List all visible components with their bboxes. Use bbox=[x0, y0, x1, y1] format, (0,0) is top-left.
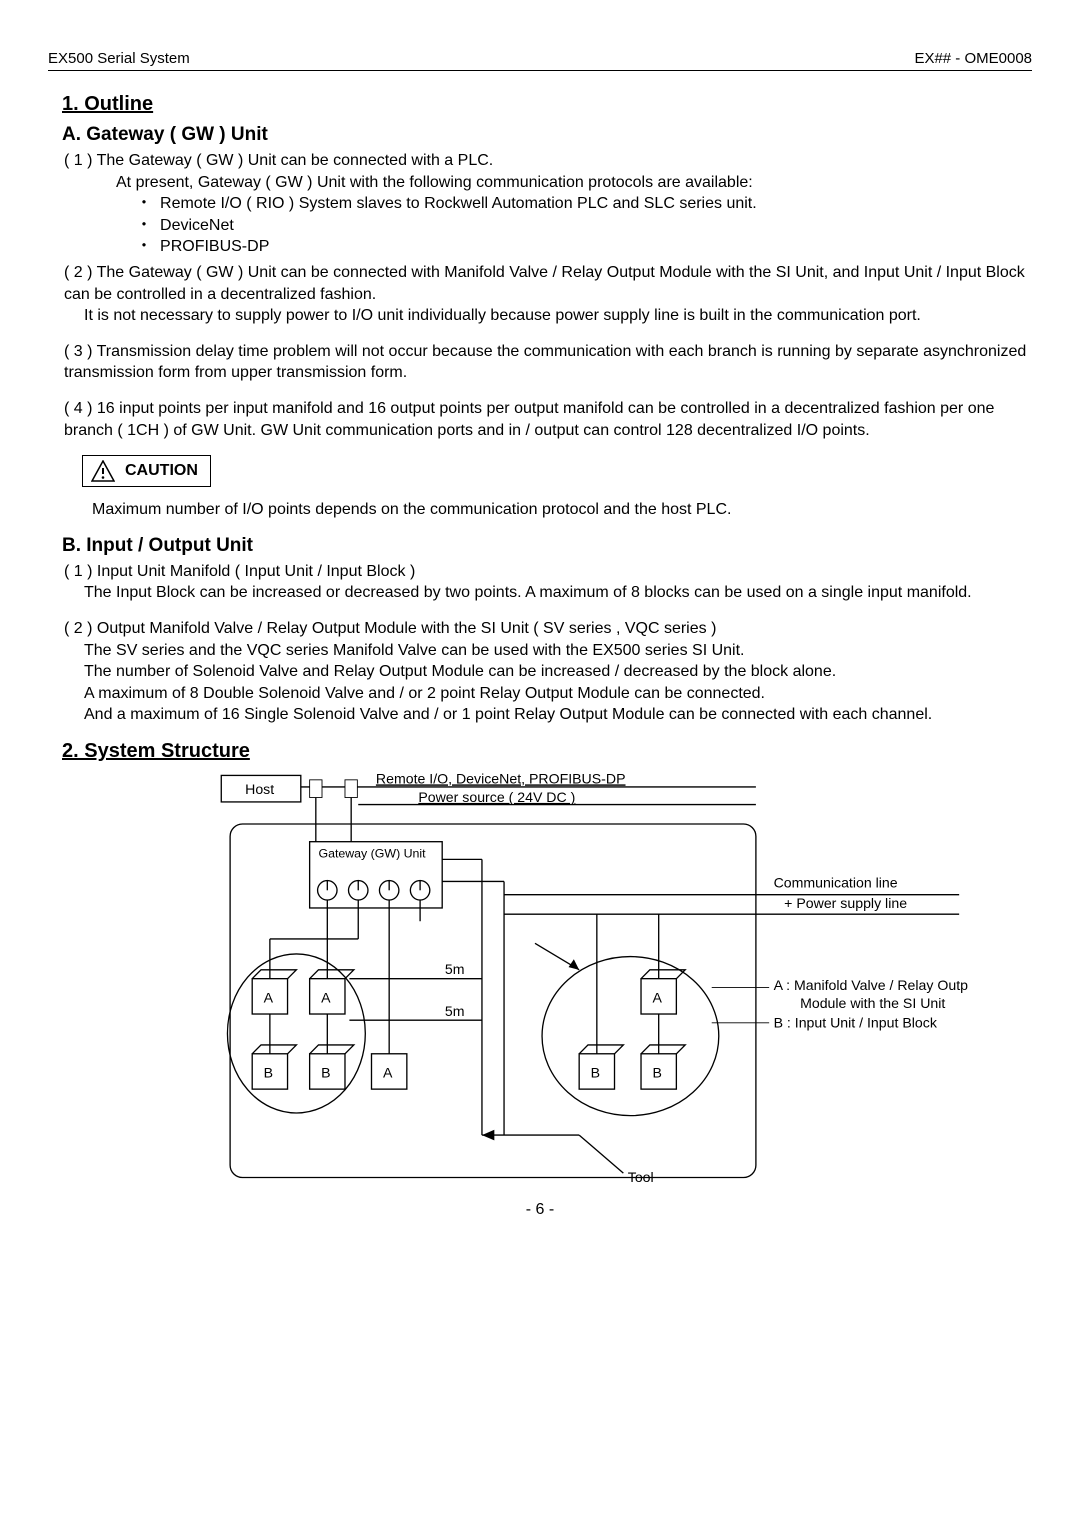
legend-a: A : Manifold Valve / Relay Output bbox=[774, 977, 968, 993]
box-a-label: A bbox=[653, 989, 663, 1005]
a1-b3: PROFIBUS-DP bbox=[160, 236, 269, 258]
power-line-label: + Power supply line bbox=[784, 895, 907, 911]
dist1-label: 5m bbox=[445, 961, 465, 977]
header-right: EX## - OME0008 bbox=[914, 50, 1032, 67]
b1-line1: ( 1 ) Input Unit Manifold ( Input Unit /… bbox=[64, 561, 1032, 583]
b2-block: ( 2 ) Output Manifold Valve / Relay Outp… bbox=[64, 618, 1032, 726]
box-a-label: A bbox=[383, 1065, 393, 1081]
gw-label: Gateway (GW) Unit bbox=[318, 846, 426, 860]
legend-b: B : Input Unit / Input Block bbox=[774, 1014, 938, 1030]
legend-a2: Module with the SI Unit bbox=[800, 995, 945, 1011]
a3: ( 3 ) Transmission delay time problem wi… bbox=[64, 343, 1026, 382]
caution-para: Maximum number of I/O points depends on … bbox=[92, 499, 1032, 521]
subsection-a-title: A. Gateway ( GW ) Unit bbox=[62, 124, 1032, 146]
a4: ( 4 ) 16 input points per input manifold… bbox=[64, 400, 994, 439]
a2b: It is not necessary to supply power to I… bbox=[84, 305, 921, 327]
b2-line3: The number of Solenoid Valve and Relay O… bbox=[84, 661, 1032, 683]
b2-line4: A maximum of 8 Double Solenoid Valve and… bbox=[84, 683, 1032, 705]
box-b-label: B bbox=[321, 1065, 330, 1081]
system-structure-diagram: Remote I/O, DeviceNet, PROFIBUS-DP Power… bbox=[208, 771, 968, 1195]
caution-label: CAUTION bbox=[125, 462, 198, 480]
a3-block: ( 3 ) Transmission delay time problem wi… bbox=[64, 341, 1032, 384]
box-a-label: A bbox=[321, 989, 331, 1005]
bullet-icon: ・ bbox=[136, 236, 152, 258]
box-b-label: B bbox=[653, 1065, 662, 1081]
header-left: EX500 Serial System bbox=[48, 50, 190, 67]
b2-line2: The SV series and the VQC series Manifol… bbox=[84, 640, 1032, 662]
power-label: Power source ( 24V DC ) bbox=[418, 789, 575, 805]
bus-label: Remote I/O, DeviceNet, PROFIBUS-DP bbox=[376, 771, 626, 786]
b1-block: ( 1 ) Input Unit Manifold ( Input Unit /… bbox=[64, 561, 1032, 604]
a4-block: ( 4 ) 16 input points per input manifold… bbox=[64, 398, 1032, 441]
a1-line1: ( 1 ) The Gateway ( GW ) Unit can be con… bbox=[64, 150, 1032, 172]
host-label: Host bbox=[245, 781, 274, 797]
a1-b1: Remote I/O ( RIO ) System slaves to Rock… bbox=[160, 193, 757, 215]
page-number: - 6 - bbox=[48, 1201, 1032, 1219]
subsection-b-title: B. Input / Output Unit bbox=[62, 535, 1032, 557]
a2-block: ( 2 ) The Gateway ( GW ) Unit can be con… bbox=[64, 262, 1032, 327]
b2-line1: ( 2 ) Output Manifold Valve / Relay Outp… bbox=[64, 618, 1032, 640]
a1-line2: At present, Gateway ( GW ) Unit with the… bbox=[116, 172, 1032, 194]
dist2-label: 5m bbox=[445, 1003, 465, 1019]
box-b-label: B bbox=[591, 1065, 600, 1081]
a1-block: ( 1 ) The Gateway ( GW ) Unit can be con… bbox=[64, 150, 1032, 258]
header-rule bbox=[48, 70, 1032, 71]
box-a-label: A bbox=[264, 989, 274, 1005]
section2-title: 2. System Structure bbox=[62, 740, 1032, 763]
b1-line2: The Input Block can be increased or decr… bbox=[84, 582, 1032, 604]
bullet-icon: ・ bbox=[136, 193, 152, 215]
a2: ( 2 ) The Gateway ( GW ) Unit can be con… bbox=[64, 264, 1025, 303]
comm-line-label: Communication line bbox=[774, 875, 898, 891]
b2-line5: And a maximum of 16 Single Solenoid Valv… bbox=[84, 704, 1032, 726]
section1-title: 1. Outline bbox=[62, 93, 1032, 116]
tool-label: Tool bbox=[628, 1169, 654, 1185]
a1-b2: DeviceNet bbox=[160, 215, 234, 237]
box-b-label: B bbox=[264, 1065, 273, 1081]
caution-box: CAUTION bbox=[82, 455, 211, 487]
warning-triangle-icon bbox=[91, 460, 115, 482]
bullet-icon: ・ bbox=[136, 215, 152, 237]
